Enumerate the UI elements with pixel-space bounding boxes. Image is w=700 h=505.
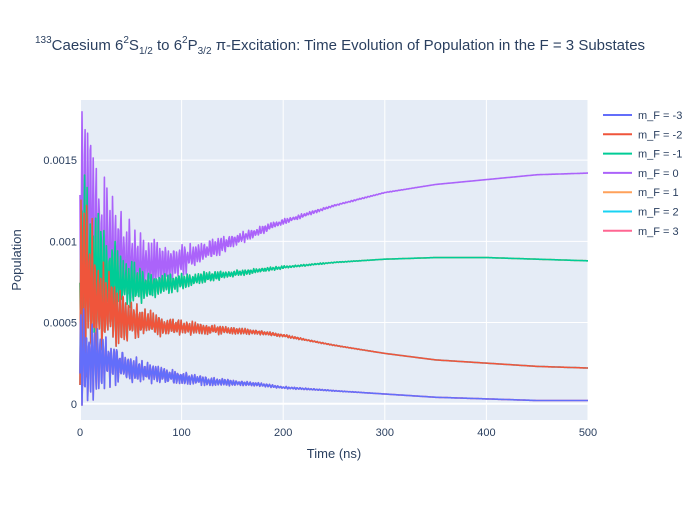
legend-item[interactable]: m_F = -1 (603, 149, 682, 161)
legend-label: m_F = 2 (638, 207, 679, 219)
x-tick-label: 400 (477, 427, 495, 439)
legend-label: m_F = 3 (638, 226, 679, 238)
y-tick-label: 0.0005 (43, 318, 77, 330)
y-tick-label: 0.0015 (43, 155, 77, 167)
legend-item[interactable]: m_F = -2 (603, 129, 682, 141)
traces (79, 111, 589, 406)
x-tick-label: 500 (579, 427, 597, 439)
x-axis-label: Time (ns) (307, 446, 361, 461)
legend-label: m_F = 0 (638, 168, 679, 180)
series-line (79, 111, 589, 325)
chart-title: 133Caesium 62S1/2 to 62P3/2 π-Excitation… (35, 35, 645, 57)
legend-label: m_F = -1 (638, 149, 682, 161)
legend-item[interactable]: m_F = 0 (603, 168, 679, 180)
legend-item[interactable]: m_F = -3 (603, 110, 682, 122)
legend-item[interactable]: m_F = 2 (603, 207, 679, 219)
legend-item[interactable]: m_F = 3 (603, 226, 679, 238)
series-line (79, 199, 589, 386)
y-tick-label: 0 (71, 399, 77, 411)
x-tick-label: 300 (376, 427, 394, 439)
legend-label: m_F = -3 (638, 110, 682, 122)
legend-label: m_F = -2 (638, 129, 682, 141)
legend[interactable]: m_F = -3 m_F = -2 m_F = -1 m_F = 0 m_F = 1 m_… (603, 110, 682, 238)
x-axis-ticks: 0 100 200 300 400 500 (77, 427, 597, 439)
y-axis-ticks: 0 0.0005 0.001 0.0015 (43, 155, 77, 411)
y-axis-label: Population (9, 229, 24, 290)
series-line (79, 174, 589, 336)
x-tick-label: 200 (274, 427, 292, 439)
legend-item[interactable]: m_F = 1 (603, 187, 679, 199)
x-tick-label: 100 (172, 427, 190, 439)
series-line (79, 308, 589, 406)
x-tick-label: 0 (77, 427, 83, 439)
y-tick-label: 0.001 (49, 236, 77, 248)
legend-label: m_F = 1 (638, 187, 679, 199)
